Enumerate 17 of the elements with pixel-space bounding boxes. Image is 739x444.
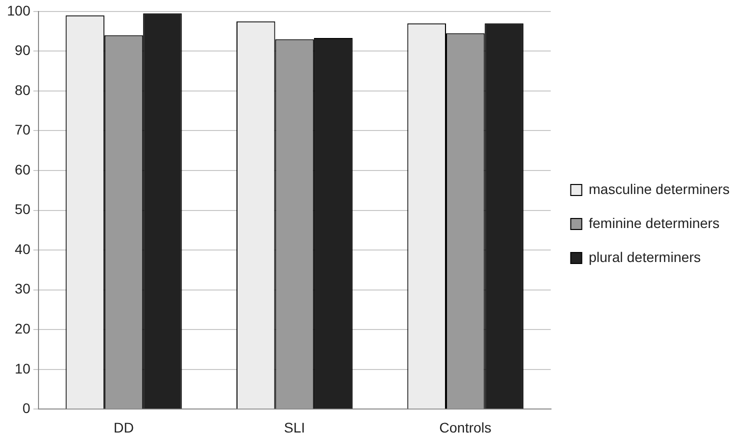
legend-label: plural determiners bbox=[588, 248, 701, 265]
y-tick-label: 10 bbox=[14, 360, 31, 376]
y-tick-label: 60 bbox=[14, 161, 31, 178]
legend-label: masculine determiners bbox=[588, 180, 730, 197]
x-tick-label: DD bbox=[114, 419, 134, 436]
legend-label: feminine determiners bbox=[588, 214, 720, 231]
y-tick-label: 70 bbox=[14, 122, 31, 138]
y-tick-label: 30 bbox=[14, 280, 31, 297]
y-tick-label: 90 bbox=[14, 42, 31, 58]
y-tick-label: 40 bbox=[14, 240, 31, 257]
y-tick-label: 100 bbox=[7, 2, 31, 18]
y-tick-label: 20 bbox=[14, 320, 31, 336]
y-tick-label: 50 bbox=[14, 201, 31, 218]
x-tick-label: Controls bbox=[439, 419, 492, 436]
y-tick-label: 0 bbox=[22, 400, 31, 416]
x-tick-label: SLI bbox=[284, 419, 306, 436]
y-tick-label: 80 bbox=[14, 82, 31, 98]
